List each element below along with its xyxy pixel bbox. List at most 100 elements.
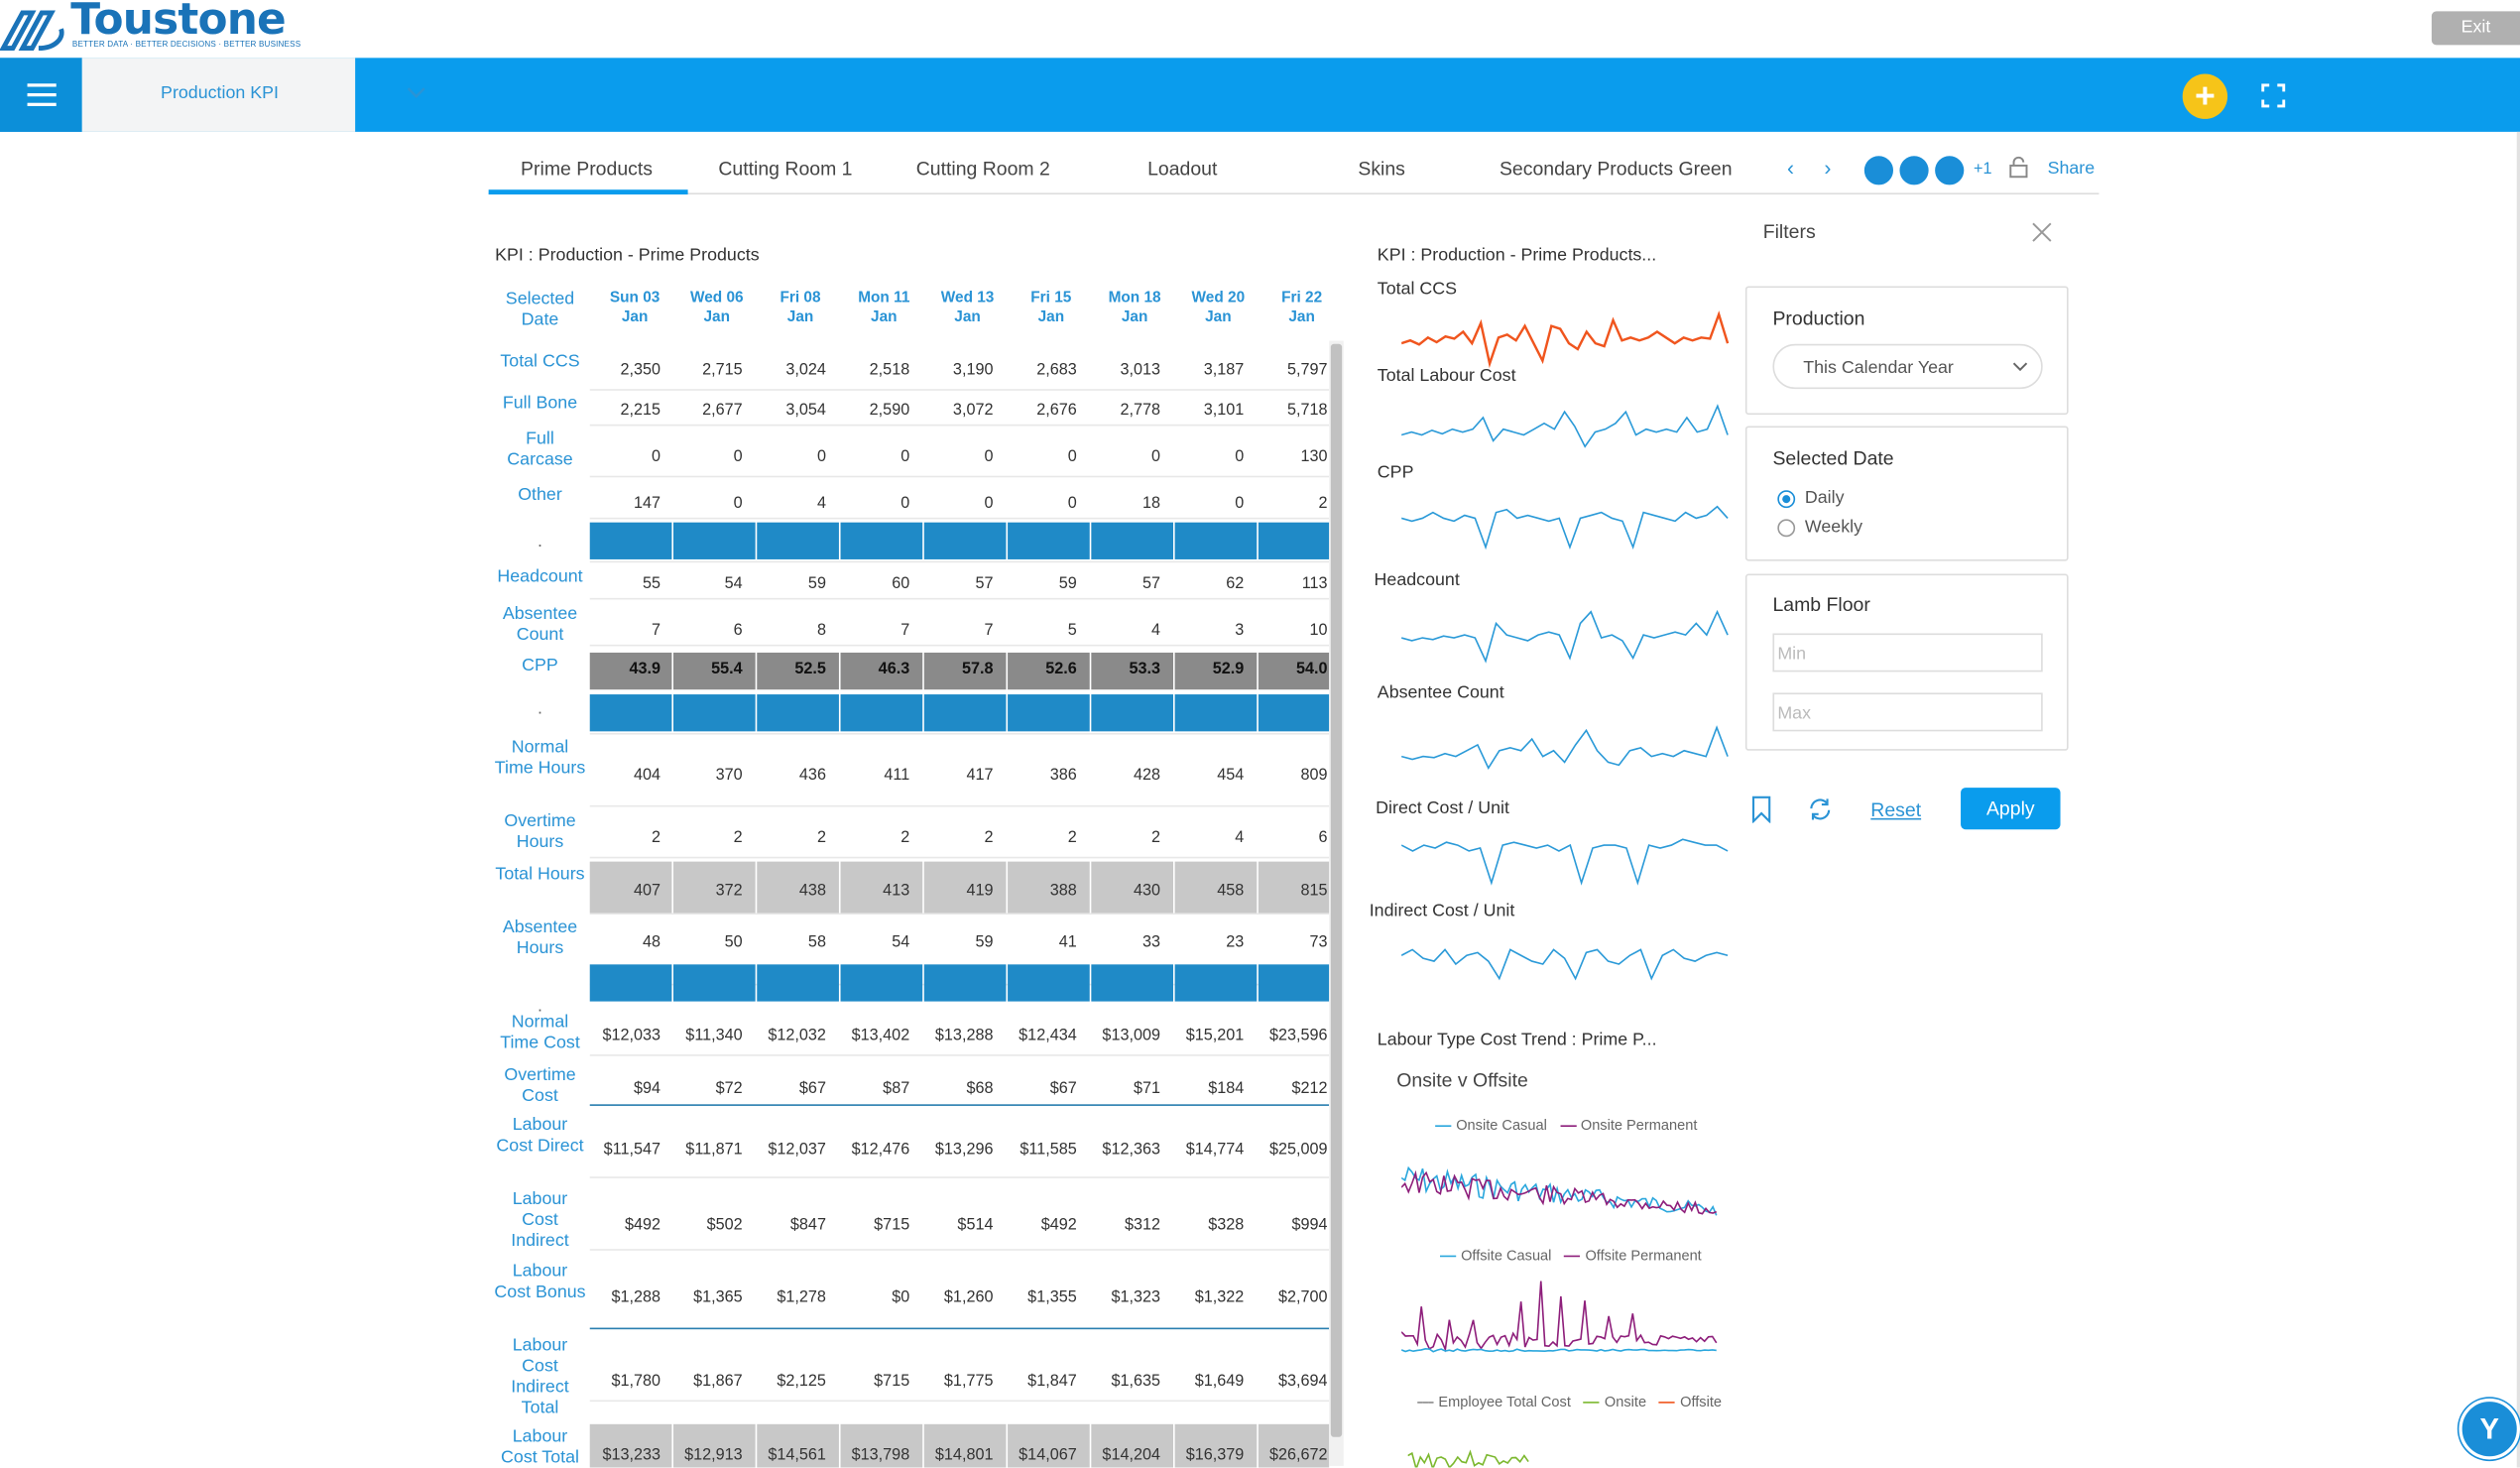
add-button[interactable]: +: [2182, 73, 2228, 119]
sparkline-label: Absentee Count: [1377, 682, 1504, 703]
exit-button[interactable]: Exit: [2431, 11, 2520, 46]
filter-production-label: Production: [1772, 306, 1865, 330]
date-column-header[interactable]: Wed 13 Jan: [940, 289, 995, 326]
tab-prev-icon[interactable]: ‹: [1787, 156, 1795, 181]
table-cell: 0: [733, 495, 743, 513]
lamb-floor-min-input[interactable]: Min: [1772, 633, 2043, 673]
share-link[interactable]: Share: [2047, 159, 2096, 179]
table-cell: $1,288: [611, 1288, 661, 1307]
legend-item: Onsite Casual: [1435, 1117, 1547, 1133]
row-divider: [589, 913, 1330, 916]
table-cell: $1,355: [1027, 1288, 1077, 1307]
legend-total: Employee Total Cost Onsite Offsite: [1417, 1394, 1722, 1409]
plus-icon: +: [2194, 75, 2216, 116]
date-column-header[interactable]: Wed 06 Jan: [689, 289, 744, 326]
table-cell: $12,363: [1102, 1141, 1161, 1160]
tab-cutting-room-2[interactable]: Cutting Room 2: [915, 157, 1050, 181]
collaborator-extra-count[interactable]: +1: [1974, 161, 1992, 179]
table-cell: $1,867: [693, 1372, 743, 1391]
tab-skins[interactable]: Skins: [1358, 157, 1405, 181]
table-cell: 2: [900, 829, 910, 848]
table-cell: 428: [1133, 766, 1161, 785]
table-cell: 3,054: [785, 402, 826, 420]
legend-item: Offsite: [1659, 1394, 1722, 1409]
reset-link[interactable]: Reset: [1870, 798, 1922, 822]
radio-checked-icon[interactable]: [1777, 489, 1796, 508]
table-cell: 113: [1301, 575, 1328, 593]
date-column-header[interactable]: Fri 08 Jan: [780, 289, 821, 326]
collaborator-avatar[interactable]: [1862, 154, 1895, 186]
sparkline-chart: [1401, 404, 1729, 448]
collaborator-avatar[interactable]: [1933, 154, 1966, 186]
table-cell: 46.3: [878, 661, 910, 678]
refresh-icon[interactable]: [1806, 795, 1834, 823]
table-cell: 430: [1133, 882, 1161, 901]
table-cell: 59: [1058, 575, 1077, 593]
active-tab-indicator: [488, 189, 688, 195]
table-cell: 2: [1067, 829, 1077, 848]
bookmark-icon[interactable]: [1751, 795, 1771, 823]
table-cell: 2,715: [702, 361, 743, 380]
table-cell: $1,635: [1111, 1372, 1161, 1391]
table-cell: $25,009: [1268, 1141, 1328, 1160]
sparkline-series: [1401, 404, 1729, 448]
table-cell: 3: [1235, 622, 1245, 640]
table-cell: 3,013: [1120, 361, 1161, 380]
sparkline-series: [1401, 609, 1729, 664]
highlight-row-band: [589, 652, 1330, 690]
table-cell: 2: [816, 829, 826, 848]
radio-weekly[interactable]: Weekly: [1777, 518, 1862, 537]
table-cell: $67: [798, 1080, 826, 1098]
date-column-header[interactable]: Sun 03 Jan: [609, 289, 660, 326]
tab-cutting-room-1[interactable]: Cutting Room 1: [718, 157, 853, 181]
chevron-down-icon: [407, 87, 425, 98]
tab-prime-products[interactable]: Prime Products: [521, 157, 653, 181]
table-cell: $1,847: [1027, 1372, 1077, 1391]
date-column-header[interactable]: Fri 22 Jan: [1281, 289, 1323, 326]
table-cell: $1,365: [693, 1288, 743, 1307]
brand-name: Toustone: [70, 0, 286, 46]
date-column-header[interactable]: Wed 20 Jan: [1191, 289, 1246, 326]
table-cell: $0: [892, 1288, 910, 1307]
row-divider: [589, 1400, 1330, 1403]
tab-next-icon[interactable]: ›: [1824, 156, 1832, 181]
table-cell: 438: [798, 882, 826, 901]
tab-secondary-products-green[interactable]: Secondary Products Green: [1499, 157, 1733, 181]
row-label: .: [538, 698, 542, 719]
production-period-value: This Calendar Year: [1803, 358, 1954, 378]
table-cell: $212: [1291, 1080, 1328, 1098]
lock-icon[interactable]: [2009, 156, 2028, 179]
date-column-header[interactable]: Mon 11 Jan: [858, 289, 910, 326]
sparkline-label: Total Labour Cost: [1377, 366, 1516, 386]
radio-daily[interactable]: Daily: [1777, 489, 1844, 508]
collaborator-avatar[interactable]: [1897, 154, 1931, 186]
chat-launcher-button[interactable]: Y: [2459, 1398, 2520, 1460]
sparkline-label: Total CCS: [1377, 279, 1458, 300]
table-cell: 404: [633, 766, 661, 785]
table-cell: $71: [1133, 1080, 1161, 1098]
apply-button[interactable]: Apply: [1961, 788, 2061, 830]
fullscreen-icon[interactable]: [2261, 83, 2286, 108]
table-corner-label: Selected Date: [505, 289, 575, 330]
lamb-floor-max-input[interactable]: Max: [1772, 692, 2043, 732]
table-cell: $1,775: [943, 1372, 994, 1391]
hamburger-menu-icon[interactable]: [0, 58, 82, 132]
row-label: Absentee Count: [502, 604, 578, 645]
row-divider: [589, 1249, 1330, 1251]
scrollbar-thumb[interactable]: [1330, 343, 1343, 1437]
dashboard-select[interactable]: Production KPI: [81, 58, 425, 132]
radio-daily-label: Daily: [1804, 488, 1845, 509]
close-icon[interactable]: [2031, 222, 2052, 243]
table-cell: 130: [1300, 448, 1328, 466]
table-cell: 413: [883, 882, 910, 901]
table-cell: 0: [900, 448, 910, 466]
table-cell: $1,260: [943, 1288, 994, 1307]
sparkline-panel-title: KPI : Production - Prime Products...: [1377, 245, 1657, 266]
table-scrollbar[interactable]: [1329, 340, 1344, 1466]
date-column-header[interactable]: Mon 18 Jan: [1108, 289, 1161, 326]
radio-unchecked-icon[interactable]: [1777, 518, 1796, 537]
date-column-header[interactable]: Fri 15 Jan: [1030, 289, 1072, 326]
row-divider: [589, 1327, 1330, 1330]
production-period-select[interactable]: This Calendar Year: [1772, 343, 2043, 390]
tab-loadout[interactable]: Loadout: [1147, 157, 1218, 181]
